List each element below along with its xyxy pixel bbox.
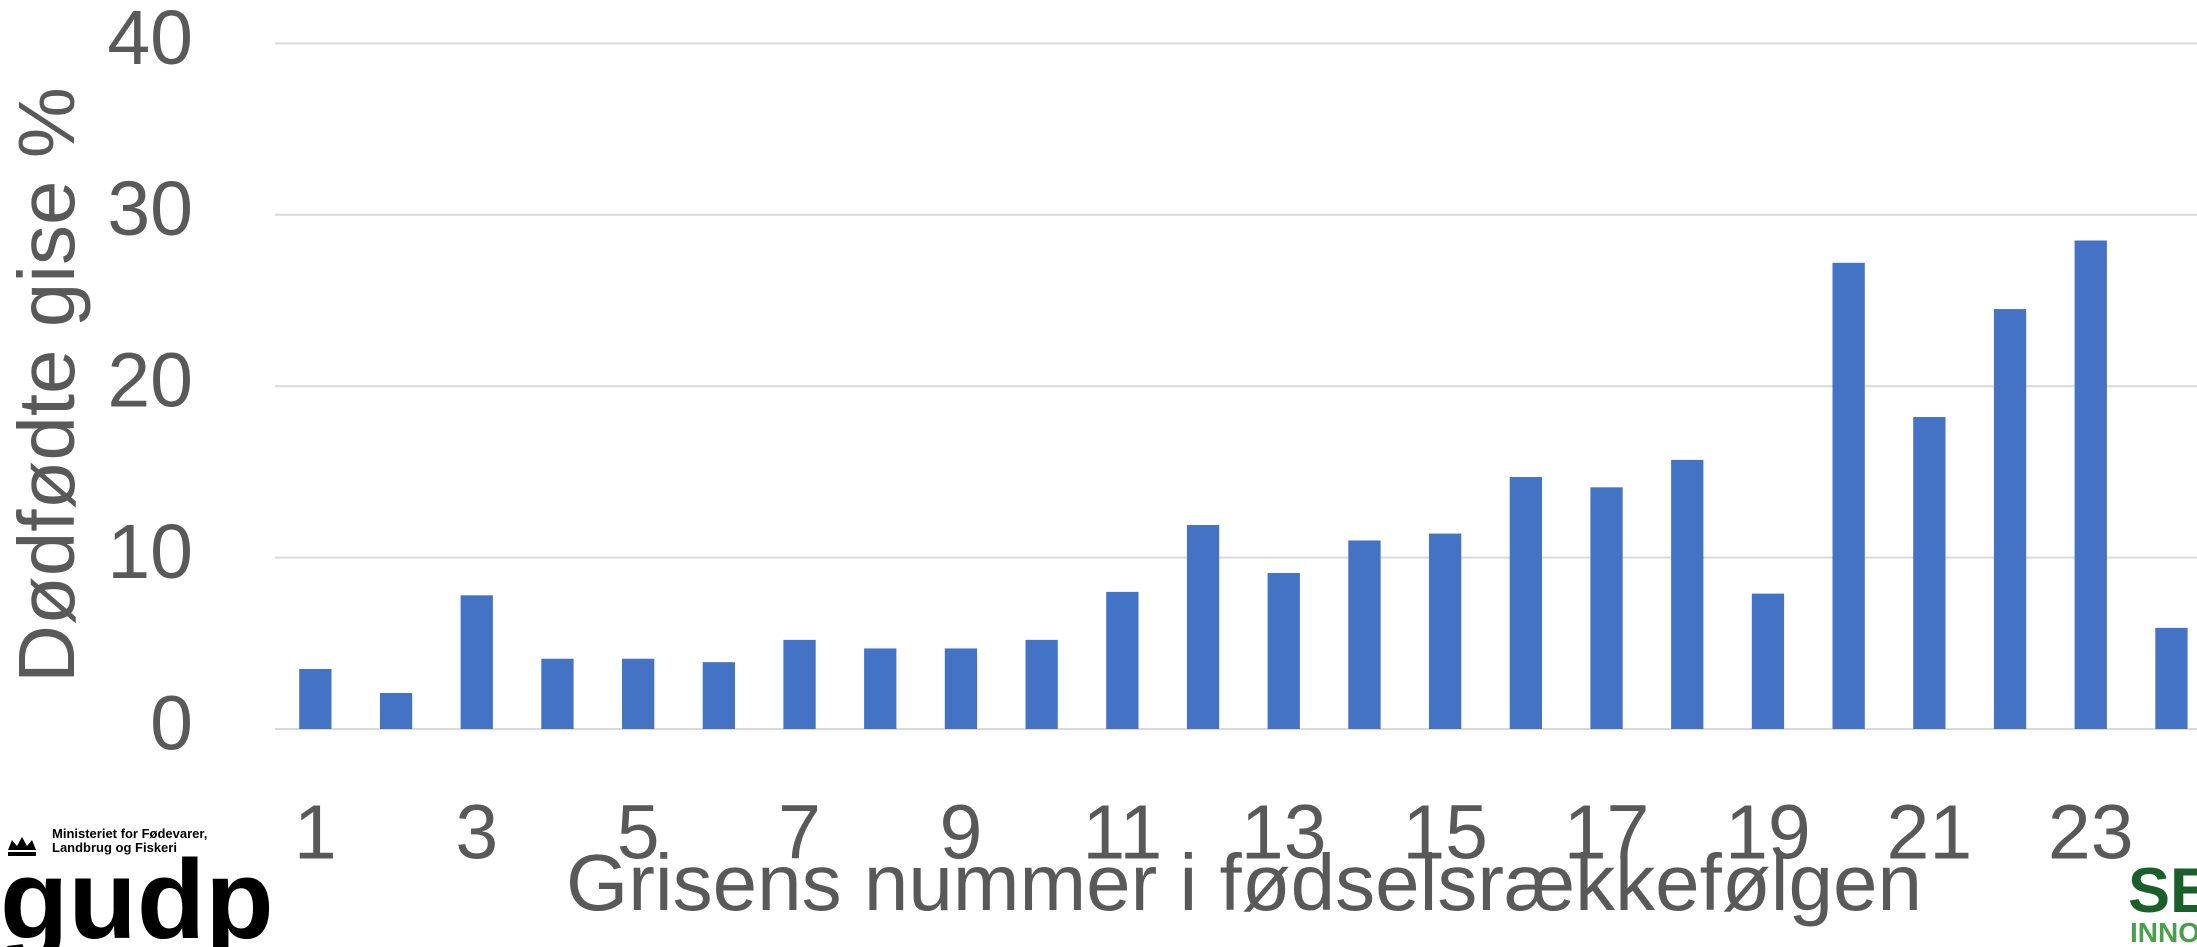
ministry-logo: Ministeriet for Fødevarer, Landbrug og F… [8, 826, 207, 856]
bar [1751, 593, 1785, 729]
seges-sub: INNO [2130, 917, 2197, 947]
bar [1993, 309, 2027, 729]
bar [1348, 540, 1381, 729]
bar [379, 693, 413, 729]
bar [944, 648, 978, 729]
bar [1186, 525, 1220, 729]
x-tick-label: 21 [1887, 789, 1973, 875]
gudp-logo: gudp [0, 837, 274, 947]
x-tick-label: 17 [1564, 789, 1650, 875]
bar [783, 639, 816, 729]
bar [541, 658, 574, 729]
bar [2074, 240, 2107, 729]
x-tick-label: 11 [1082, 789, 1162, 875]
y-tick-label: 30 [107, 166, 193, 252]
x-tick-label: 19 [1725, 789, 1811, 875]
y-tick-label: 0 [150, 680, 193, 766]
bar [622, 658, 655, 729]
x-tick-label: 23 [2048, 789, 2134, 875]
ministry-text: Landbrug og Fiskeri [52, 840, 177, 855]
x-axis-title: Grisens nummer i fødselsrækkefølgen [566, 838, 1922, 927]
y-tick-label: 10 [107, 509, 193, 595]
x-tick-label: 15 [1402, 789, 1488, 875]
bar [299, 669, 332, 729]
bar [1267, 573, 1300, 729]
bar [1671, 459, 1704, 729]
bar [864, 648, 897, 729]
bar [2155, 627, 2188, 729]
bar [1832, 262, 1865, 729]
ministry-text: Ministeriet for Fødevarer, [52, 826, 207, 841]
y-tick-label: 40 [107, 0, 193, 81]
crown-icon [8, 837, 36, 856]
y-tick-label: 20 [107, 338, 193, 424]
x-tick-label: 3 [455, 789, 498, 875]
x-tick-label: 9 [940, 789, 983, 875]
bar [702, 662, 735, 729]
bar [1509, 477, 1542, 729]
x-tick-label: 13 [1241, 789, 1327, 875]
bar [1913, 417, 1946, 729]
bar [1025, 639, 1058, 729]
bar [460, 595, 493, 729]
bar [1429, 533, 1462, 729]
y-axis-title: Dødfødte gise % [2, 87, 91, 683]
bar [1590, 487, 1623, 729]
x-tick-label: 7 [778, 789, 821, 875]
x-tick-label: 1 [294, 789, 337, 875]
x-tick-label: 5 [617, 789, 660, 875]
bar [1106, 591, 1139, 729]
seges-logo: SE [2128, 856, 2197, 926]
